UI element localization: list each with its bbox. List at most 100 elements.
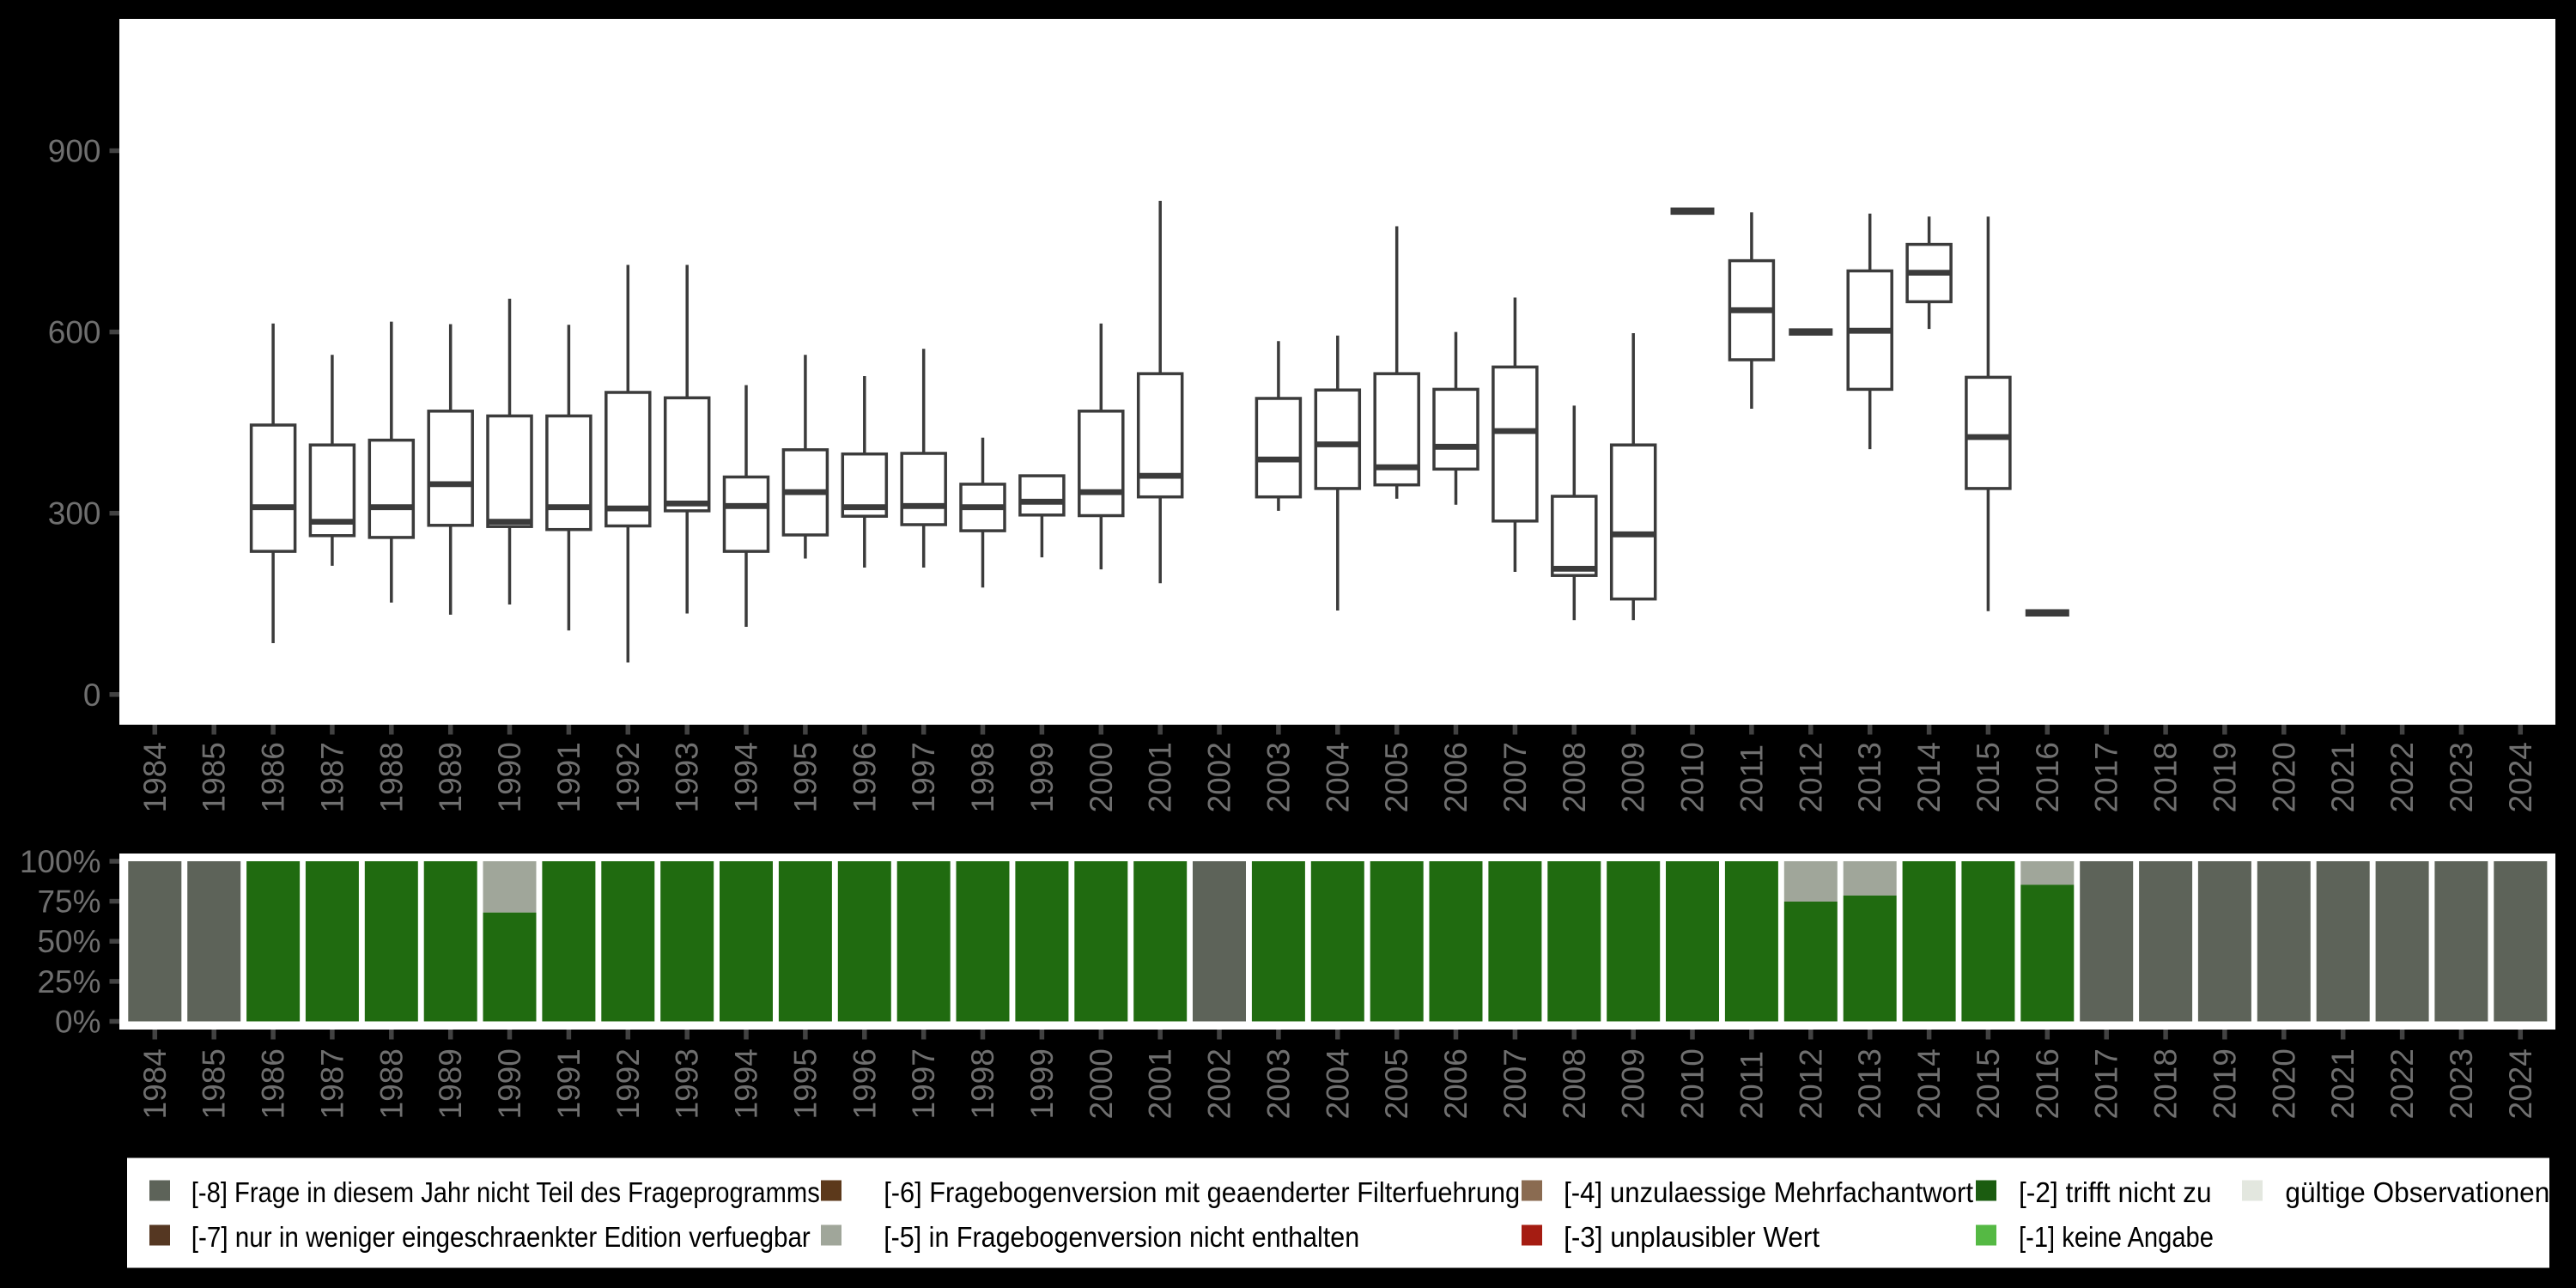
svg-text:100%: 100%: [20, 844, 101, 879]
svg-text:gültige Observationen: gültige Observationen: [2285, 1176, 2549, 1208]
svg-text:2005: 2005: [1379, 1048, 1414, 1119]
svg-text:1986: 1986: [256, 1048, 291, 1119]
svg-text:1998: 1998: [965, 742, 1000, 812]
svg-text:2022: 2022: [2385, 1048, 2420, 1119]
svg-text:2001: 2001: [1143, 742, 1178, 812]
svg-text:2007: 2007: [1498, 742, 1533, 812]
svg-text:1998: 1998: [965, 1048, 1000, 1119]
svg-text:2024: 2024: [2503, 742, 2538, 812]
svg-text:2024: 2024: [2503, 1048, 2538, 1119]
svg-text:1999: 1999: [1024, 1048, 1060, 1119]
svg-text:2016: 2016: [2030, 1048, 2065, 1119]
svg-text:1987: 1987: [314, 1048, 349, 1119]
svg-text:[-2] trifft nicht zu: [-2] trifft nicht zu: [2019, 1176, 2212, 1208]
svg-text:1991: 1991: [551, 1048, 586, 1119]
svg-text:2023: 2023: [2444, 1048, 2479, 1119]
svg-text:1994: 1994: [729, 1048, 764, 1119]
svg-text:1992: 1992: [611, 1048, 646, 1119]
svg-text:1997: 1997: [906, 1048, 941, 1119]
svg-text:2022: 2022: [2385, 742, 2420, 812]
svg-text:1990: 1990: [492, 742, 527, 812]
svg-text:1995: 1995: [787, 1048, 823, 1119]
svg-text:1999: 1999: [1024, 742, 1060, 812]
svg-text:2001: 2001: [1143, 1048, 1178, 1119]
svg-text:2000: 2000: [1084, 1048, 1119, 1119]
svg-text:2006: 2006: [1438, 742, 1473, 812]
svg-text:2020: 2020: [2266, 1048, 2301, 1119]
svg-text:2002: 2002: [1202, 742, 1237, 812]
svg-text:1984: 1984: [137, 742, 173, 812]
svg-text:2002: 2002: [1202, 1048, 1237, 1119]
svg-text:2004: 2004: [1320, 742, 1355, 812]
svg-text:[-5] in Fragebogenversion nich: [-5] in Fragebogenversion nicht enthalte…: [884, 1221, 1359, 1253]
svg-text:2021: 2021: [2325, 1048, 2360, 1119]
svg-text:1989: 1989: [433, 1048, 468, 1119]
svg-text:2008: 2008: [1557, 742, 1592, 812]
svg-text:2017: 2017: [2089, 1048, 2124, 1119]
svg-text:1985: 1985: [197, 1048, 232, 1119]
svg-text:2008: 2008: [1557, 1048, 1592, 1119]
svg-text:75%: 75%: [37, 884, 100, 920]
svg-text:1992: 1992: [611, 742, 646, 812]
svg-text:2011: 2011: [1734, 744, 1769, 813]
svg-text:900: 900: [48, 134, 101, 169]
svg-text:2019: 2019: [2207, 1048, 2242, 1119]
svg-text:1990: 1990: [492, 1048, 527, 1119]
svg-text:2013: 2013: [1852, 742, 1887, 812]
svg-text:600: 600: [48, 315, 101, 350]
svg-text:2014: 2014: [1911, 742, 1947, 812]
svg-text:1986: 1986: [256, 742, 291, 812]
svg-text:[-8] Frage in diesem Jahr nich: [-8] Frage in diesem Jahr nicht Teil des…: [191, 1176, 820, 1208]
svg-text:1991: 1991: [551, 742, 586, 812]
svg-text:1987: 1987: [314, 742, 349, 812]
svg-text:2004: 2004: [1320, 1048, 1355, 1119]
svg-text:1993: 1993: [670, 1048, 705, 1119]
svg-text:2021: 2021: [2325, 742, 2360, 812]
svg-text:2009: 2009: [1616, 742, 1651, 812]
svg-text:1988: 1988: [374, 742, 409, 812]
svg-text:2019: 2019: [2207, 742, 2242, 812]
svg-text:1996: 1996: [847, 1048, 882, 1119]
svg-text:2010: 2010: [1675, 742, 1710, 812]
svg-text:[-3] unplausibler Wert: [-3] unplausibler Wert: [1564, 1221, 1820, 1253]
svg-text:[-4] unzulaessige Mehrfachantw: [-4] unzulaessige Mehrfachantwort: [1564, 1176, 1973, 1208]
svg-text:2010: 2010: [1675, 1048, 1710, 1119]
svg-text:2007: 2007: [1498, 1048, 1533, 1119]
svg-text:2012: 2012: [1793, 742, 1828, 812]
svg-text:2013: 2013: [1852, 1048, 1887, 1119]
svg-text:0%: 0%: [55, 1005, 100, 1040]
svg-text:1993: 1993: [670, 742, 705, 812]
svg-text:1985: 1985: [197, 742, 232, 812]
svg-text:2017: 2017: [2089, 742, 2124, 812]
svg-text:2005: 2005: [1379, 742, 1414, 812]
svg-text:2018: 2018: [2148, 1048, 2184, 1119]
svg-text:50%: 50%: [37, 924, 100, 959]
svg-text:25%: 25%: [37, 964, 100, 999]
svg-text:300: 300: [48, 496, 101, 532]
svg-text:2014: 2014: [1911, 1048, 1947, 1119]
svg-text:[-1] keine Angabe: [-1] keine Angabe: [2019, 1221, 2214, 1253]
svg-text:2003: 2003: [1261, 742, 1296, 812]
svg-text:2016: 2016: [2030, 742, 2065, 812]
svg-text:[-7] nur in weniger eingeschra: [-7] nur in weniger eingeschraenkter Edi…: [191, 1221, 811, 1253]
svg-text:2020: 2020: [2266, 742, 2301, 812]
svg-text:1997: 1997: [906, 742, 941, 812]
svg-text:2012: 2012: [1793, 1048, 1828, 1119]
svg-text:1994: 1994: [729, 742, 764, 812]
svg-text:2011: 2011: [1734, 1051, 1769, 1120]
svg-text:2015: 2015: [1971, 742, 2006, 812]
svg-text:1995: 1995: [787, 742, 823, 812]
svg-text:1984: 1984: [137, 1048, 173, 1119]
svg-text:[-6] Fragebogenversion mit gea: [-6] Fragebogenversion mit geaenderter F…: [884, 1176, 1520, 1208]
svg-text:2015: 2015: [1971, 1048, 2006, 1119]
svg-text:2018: 2018: [2148, 742, 2184, 812]
svg-text:2003: 2003: [1261, 1048, 1296, 1119]
svg-text:2006: 2006: [1438, 1048, 1473, 1119]
svg-text:0: 0: [83, 677, 101, 713]
svg-text:2023: 2023: [2444, 742, 2479, 812]
svg-text:1988: 1988: [374, 1048, 409, 1119]
svg-text:1989: 1989: [433, 742, 468, 812]
svg-text:1996: 1996: [847, 742, 882, 812]
svg-text:2009: 2009: [1616, 1048, 1651, 1119]
svg-text:2000: 2000: [1084, 742, 1119, 812]
